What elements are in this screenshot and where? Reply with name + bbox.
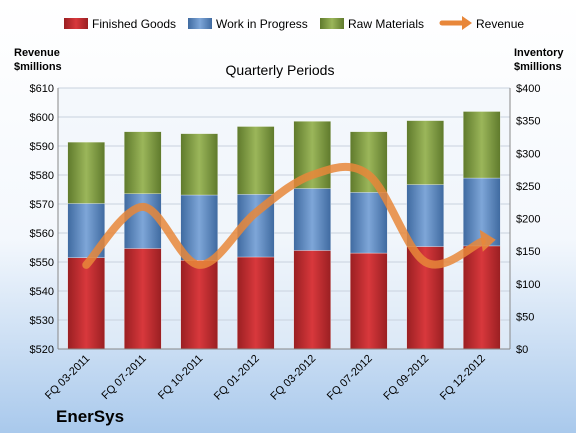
bar-raw-materials	[124, 131, 162, 194]
bar-work-in-progress	[350, 192, 388, 254]
right-tick-label: $50	[516, 311, 534, 323]
left-tick-label: $570	[30, 199, 54, 211]
right-tick-label: $0	[516, 344, 528, 356]
right-tick-label: $250	[516, 181, 540, 193]
left-tick-label: $590	[30, 141, 54, 153]
left-axis-title-line1: Revenue	[14, 47, 60, 59]
legend-item: Raw Materials	[320, 17, 424, 31]
legend-item: Revenue	[439, 16, 524, 31]
legend-item: Finished Goods	[64, 17, 176, 31]
legend-item: Work in Progress	[188, 17, 308, 31]
right-tick-label: $100	[516, 279, 540, 291]
right-axis-title-line1: Inventory	[514, 47, 564, 59]
bar-finished-goods	[180, 260, 218, 350]
right-tick-label: $400	[516, 83, 540, 95]
revenue-line	[82, 162, 486, 269]
right-tick-label: $350	[516, 116, 540, 128]
bar-raw-materials	[463, 111, 501, 179]
bar-finished-goods	[350, 252, 388, 350]
right-tick-label: $200	[516, 214, 540, 226]
legend-label: Revenue	[476, 17, 524, 31]
chart-subtitle: Quarterly Periods	[226, 62, 335, 78]
bar-raw-materials	[237, 126, 275, 195]
bar-raw-materials	[406, 120, 444, 185]
bar-finished-goods	[124, 248, 162, 350]
legend-arrow	[462, 16, 472, 30]
bar-raw-materials	[180, 133, 218, 196]
bar-finished-goods	[463, 245, 501, 350]
right-tick-label: $300	[516, 148, 540, 160]
bar-work-in-progress	[180, 194, 218, 261]
bar-raw-materials	[350, 131, 388, 193]
bar-finished-goods	[293, 250, 331, 350]
left-tick-label: $540	[30, 286, 54, 298]
legend-swatch	[320, 18, 344, 29]
left-tick-label: $600	[30, 112, 54, 124]
right-tick-label: $150	[516, 246, 540, 258]
bar-work-in-progress	[124, 193, 162, 249]
bar-raw-materials	[67, 141, 105, 204]
left-tick-label: $560	[30, 228, 54, 240]
legend-swatch	[188, 18, 212, 29]
legend-label: Raw Materials	[348, 17, 424, 31]
brand-name: EnerSys	[56, 407, 124, 426]
bar-work-in-progress	[293, 188, 331, 251]
legend: Finished Goods Work in Progress Raw Materi…	[64, 16, 524, 31]
revenue-arrowhead	[479, 229, 496, 252]
bar-finished-goods	[237, 256, 275, 350]
legend-label: Work in Progress	[216, 17, 308, 31]
legend-label: Finished Goods	[92, 17, 176, 31]
bar-finished-goods	[67, 257, 105, 350]
left-tick-label: $520	[30, 344, 54, 356]
bar-work-in-progress	[406, 184, 444, 247]
left-axis-title-line2: $millions	[14, 61, 62, 73]
legend-swatch	[64, 18, 88, 29]
left-tick-label: $550	[30, 257, 54, 269]
left-tick-label: $530	[30, 315, 54, 327]
left-tick-label: $580	[30, 170, 54, 182]
left-tick-label: $610	[30, 83, 54, 95]
right-axis-title-line2: $millions	[514, 61, 562, 73]
